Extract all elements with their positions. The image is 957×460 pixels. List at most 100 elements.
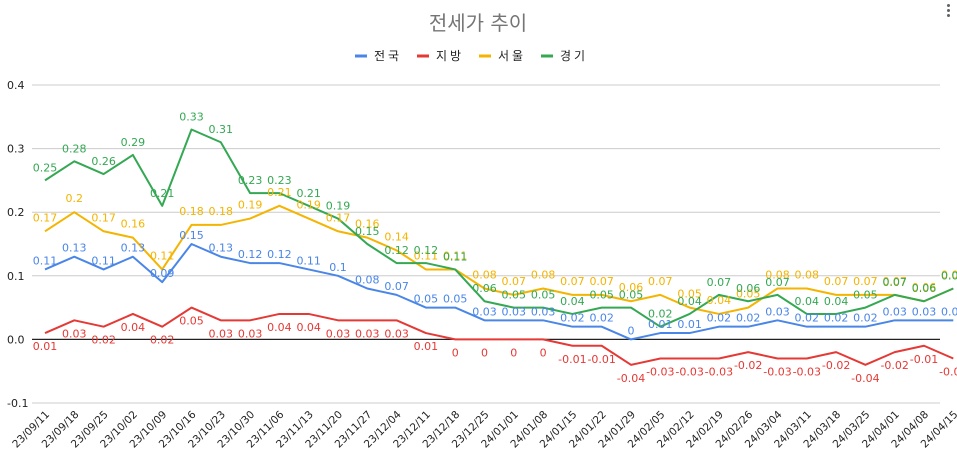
data-label: 0.03 [238, 327, 263, 340]
data-label: 0.03 [209, 327, 234, 340]
data-label: 0.05 [443, 293, 468, 306]
data-label: 0.03 [912, 305, 937, 318]
data-label: 0.08 [531, 269, 556, 282]
data-label: 0.06 [619, 281, 644, 294]
data-label: -0.01 [910, 353, 938, 366]
data-label: 0 [540, 346, 547, 359]
data-label: 0.11 [443, 250, 468, 263]
data-label: 0.07 [648, 275, 673, 288]
data-label: -0.03 [646, 365, 674, 378]
data-label: 0.11 [33, 254, 58, 267]
data-label: 0.12 [384, 244, 409, 257]
data-label: 0.01 [414, 340, 439, 353]
legend-item[interactable]: 전국 [355, 49, 402, 63]
data-label: 0.08 [765, 269, 790, 282]
y-tick-label: 0.1 [7, 270, 25, 283]
data-label: 0.04 [824, 295, 849, 308]
data-label: -0.03 [675, 365, 703, 378]
data-label: 0.02 [853, 312, 878, 325]
data-label: 0.07 [882, 275, 907, 288]
legend-item[interactable]: 경기 [541, 49, 588, 63]
data-label: 0.03 [531, 305, 556, 318]
data-label: 0.07 [502, 275, 527, 288]
data-label: -0.03 [705, 365, 733, 378]
data-label: -0.04 [851, 372, 879, 385]
data-label: 0.29 [121, 136, 146, 149]
legend-label: 전국 [374, 49, 402, 63]
data-label: 0.05 [677, 288, 702, 301]
data-label: -0.02 [734, 359, 762, 372]
data-label: 0.23 [267, 174, 292, 187]
data-label: 0.06 [912, 282, 937, 295]
data-label: 0.04 [677, 295, 702, 308]
data-label: 0.02 [91, 334, 116, 347]
data-label: 0.13 [121, 242, 146, 255]
chart-title: 전세가 추이 [429, 11, 527, 35]
data-label: 0.17 [326, 211, 351, 224]
data-label: 0.13 [209, 242, 234, 255]
data-label: 0.19 [238, 199, 263, 212]
legend-item[interactable]: 서울 [479, 49, 526, 63]
data-label: 0.31 [209, 123, 234, 136]
data-label: 0.06 [912, 281, 937, 294]
data-label: 0.1 [329, 261, 347, 274]
menu-dot [946, 4, 950, 7]
data-label: 0.04 [121, 321, 146, 334]
legend-label: 경기 [560, 49, 588, 63]
legend-item[interactable]: 지방 [417, 49, 464, 63]
data-label: 0.02 [795, 312, 820, 325]
data-label: 0.05 [414, 293, 439, 306]
data-label: 0.17 [33, 211, 58, 224]
data-label: 0.05 [179, 315, 204, 328]
data-label: -0.03 [793, 365, 821, 378]
data-label: 0.01 [33, 340, 58, 353]
data-label: 0.21 [267, 186, 292, 199]
series-line [44, 243, 954, 341]
data-label: 0.04 [296, 321, 321, 334]
data-label: 0.07 [765, 276, 790, 289]
data-label: 0.03 [765, 305, 790, 318]
data-label: 0.19 [326, 200, 351, 213]
data-label: 0.21 [150, 187, 175, 200]
data-label: 0.12 [238, 248, 263, 261]
data-label: 0.12 [414, 244, 439, 257]
data-label: 0.03 [62, 327, 87, 340]
data-label: 0.05 [619, 289, 644, 302]
data-label: 0.03 [384, 327, 409, 340]
data-label: 0.02 [589, 312, 614, 325]
legend: 전국 지방 서울 경기 [355, 49, 588, 63]
series-lines [44, 128, 954, 366]
data-label: 0.04 [267, 321, 292, 334]
data-label: 0.17 [91, 211, 116, 224]
data-label: 0.02 [707, 312, 732, 325]
data-label: 0.07 [560, 275, 585, 288]
data-label: 0.28 [62, 142, 87, 155]
y-tick-label: 0.4 [7, 79, 25, 92]
data-label: 0.02 [648, 308, 673, 321]
data-label: -0.01 [587, 353, 615, 366]
data-label: 0.08 [941, 269, 957, 282]
data-label: 0.02 [560, 312, 585, 325]
data-label: 0.04 [707, 294, 732, 307]
data-label: 0.19 [296, 199, 321, 212]
data-label: 0.09 [150, 267, 175, 280]
data-label: 0.04 [795, 295, 820, 308]
data-label: 0.18 [209, 205, 234, 218]
data-label: 0.06 [472, 282, 497, 295]
data-label: 0.08 [795, 269, 820, 282]
data-label: 0.02 [736, 312, 761, 325]
chart-menu-icon[interactable] [945, 2, 951, 20]
data-label: -0.01 [558, 353, 586, 366]
data-label: 0.05 [736, 288, 761, 301]
menu-dot [946, 9, 950, 12]
data-label: 0.05 [853, 289, 878, 302]
data-label: -0.03 [939, 365, 957, 378]
data-label: 0.05 [589, 289, 614, 302]
data-label: 0.04 [560, 295, 585, 308]
data-label: 0.03 [472, 305, 497, 318]
data-label: 0.08 [941, 270, 957, 283]
data-label: 0.11 [150, 249, 175, 262]
data-label: 0.11 [414, 249, 439, 262]
data-label: 0.03 [502, 305, 527, 318]
data-label: 0.07 [882, 276, 907, 289]
